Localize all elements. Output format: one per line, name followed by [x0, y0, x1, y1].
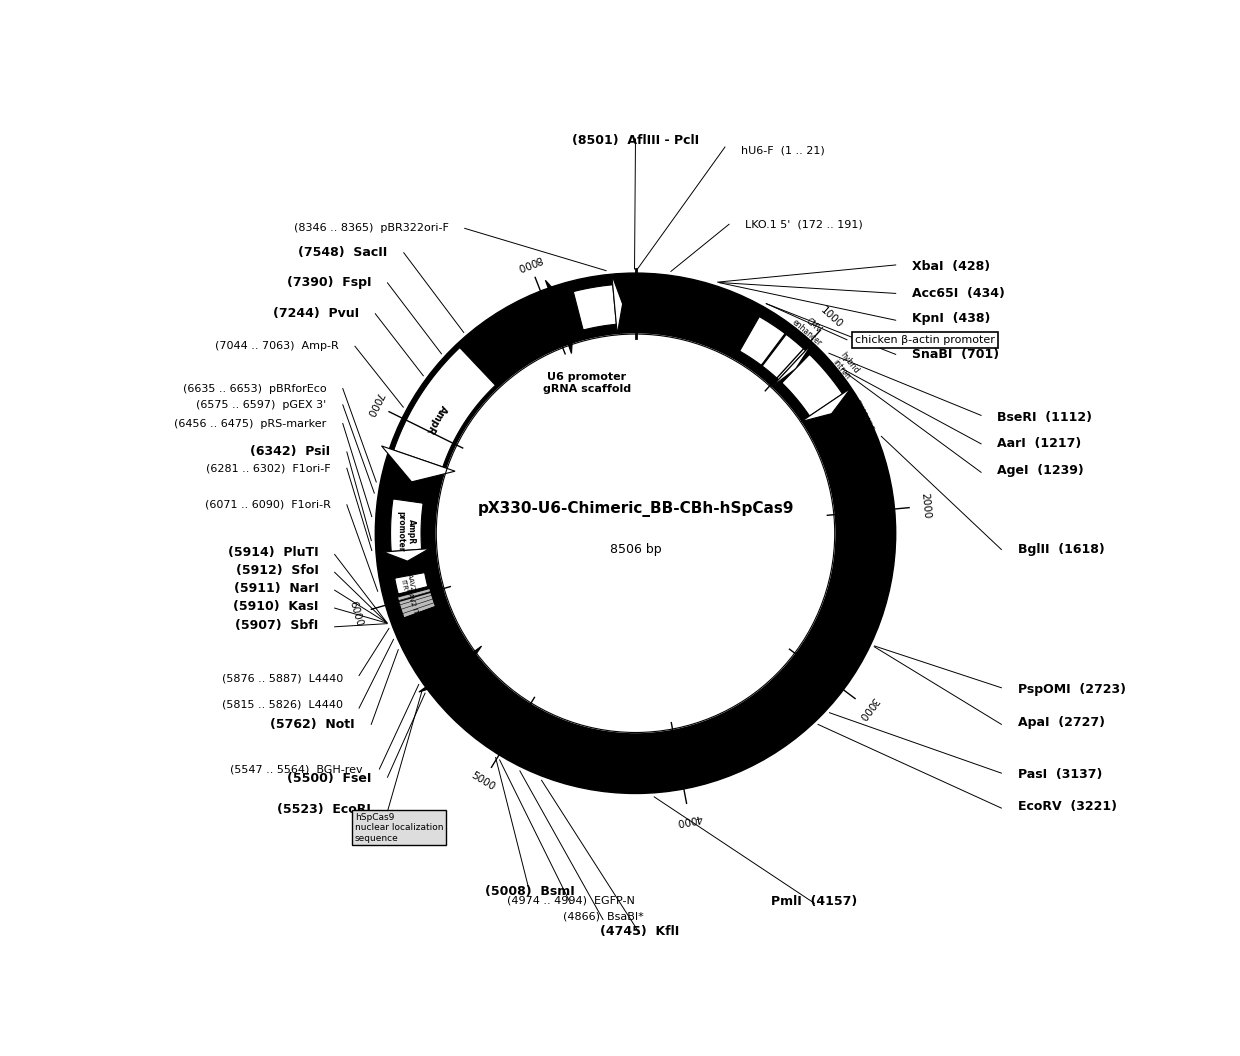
Polygon shape — [782, 355, 842, 416]
Circle shape — [436, 334, 835, 733]
Text: (5762)  NotI: (5762) NotI — [270, 718, 355, 731]
Text: (7244)  PvuI: (7244) PvuI — [273, 307, 360, 320]
Text: BGH poly(A)
signal: BGH poly(A) signal — [410, 629, 450, 679]
Text: (5815 .. 5826)  L4440: (5815 .. 5826) L4440 — [222, 700, 342, 710]
Text: (6575 .. 6597)  pGEX 3': (6575 .. 6597) pGEX 3' — [196, 400, 326, 410]
Text: XbaI  (428): XbaI (428) — [911, 260, 990, 274]
Text: (5912)  SfoI: (5912) SfoI — [236, 564, 319, 578]
Text: hybrid
intron: hybrid intron — [831, 350, 861, 381]
Text: AAV2 ITR: AAV2 ITR — [405, 588, 420, 620]
Text: (7390)  FspI: (7390) FspI — [286, 277, 371, 289]
Text: BseRI  (1112): BseRI (1112) — [997, 411, 1092, 423]
Text: (5547 .. 5564)  BGH-rev: (5547 .. 5564) BGH-rev — [231, 765, 363, 774]
Text: hU6-F  (1 .. 21): hU6-F (1 .. 21) — [742, 145, 825, 155]
Text: (5523)  EcoRI: (5523) EcoRI — [278, 804, 371, 816]
Text: 3xFLAG: 3xFLAG — [867, 432, 882, 459]
Text: LKO.1 5'  (172 .. 191): LKO.1 5' (172 .. 191) — [745, 220, 863, 229]
Text: PasI  (3137): PasI (3137) — [1018, 769, 1102, 781]
Text: 8000: 8000 — [516, 252, 543, 271]
Text: 8506 bp: 8506 bp — [610, 543, 661, 557]
Text: 3000: 3000 — [857, 695, 880, 722]
Polygon shape — [477, 293, 567, 374]
Text: (7548)  SacII: (7548) SacII — [299, 246, 387, 260]
Polygon shape — [611, 275, 622, 334]
Polygon shape — [739, 317, 785, 365]
Text: SV40 NLS: SV40 NLS — [854, 398, 875, 431]
Text: AarI  (1217): AarI (1217) — [997, 437, 1081, 450]
Text: (5911)  NarI: (5911) NarI — [233, 582, 319, 596]
Text: (6456 .. 6475)  pRS-marker: (6456 .. 6475) pRS-marker — [175, 418, 326, 429]
Text: (6342)  PsiI: (6342) PsiI — [250, 446, 331, 458]
Text: (5914)  PluTI: (5914) PluTI — [228, 546, 319, 560]
Text: AmpR
promoter: AmpR promoter — [396, 511, 415, 552]
Polygon shape — [394, 347, 496, 467]
Text: chicken β-actin promoter: chicken β-actin promoter — [856, 335, 994, 344]
Text: Acc65I  (434): Acc65I (434) — [911, 287, 1004, 300]
Polygon shape — [801, 389, 851, 421]
Text: Cas9: Cas9 — [677, 744, 713, 766]
Polygon shape — [835, 455, 873, 468]
Polygon shape — [383, 549, 429, 561]
Text: (5876 .. 5887)  L4440: (5876 .. 5887) L4440 — [222, 674, 342, 683]
Text: U6 promoter
gRNA scaffold: U6 promoter gRNA scaffold — [543, 372, 631, 394]
Text: (7044 .. 7063)  Amp-R: (7044 .. 7063) Amp-R — [215, 341, 339, 352]
Polygon shape — [622, 291, 630, 316]
Text: (6281 .. 6302)  F1ori-F: (6281 .. 6302) F1ori-F — [206, 464, 331, 473]
Text: PspOMI  (2723): PspOMI (2723) — [1018, 683, 1126, 696]
Text: PmlI  (4157): PmlI (4157) — [771, 895, 858, 908]
Polygon shape — [771, 343, 812, 386]
Text: pX330-U6-Chimeric_BB-CBh-hSpCas9: pX330-U6-Chimeric_BB-CBh-hSpCas9 — [477, 501, 794, 516]
Circle shape — [376, 274, 895, 793]
Text: 1000: 1000 — [818, 305, 844, 331]
Text: 2000: 2000 — [919, 493, 931, 520]
Text: (8346 .. 8365)  pBR322ori-F: (8346 .. 8365) pBR322ori-F — [294, 224, 449, 233]
Text: hSpCas9
nuclear localization
sequence: hSpCas9 nuclear localization sequence — [355, 813, 444, 843]
Text: AmpR: AmpR — [424, 403, 448, 436]
Text: EcoRV  (3221): EcoRV (3221) — [1018, 800, 1117, 813]
Polygon shape — [394, 572, 428, 595]
Polygon shape — [821, 409, 856, 441]
Text: (5500)  FseI: (5500) FseI — [286, 772, 371, 786]
Text: 7000: 7000 — [365, 391, 384, 418]
Text: (4745)  KflI: (4745) KflI — [600, 925, 680, 938]
Text: AgeI  (1239): AgeI (1239) — [997, 465, 1084, 477]
Text: (6635 .. 6653)  pBRforEco: (6635 .. 6653) pBRforEco — [182, 383, 326, 394]
Text: (5907)  SbfI: (5907) SbfI — [236, 619, 319, 631]
Polygon shape — [419, 646, 481, 692]
Polygon shape — [573, 285, 616, 331]
Text: BglII  (1618): BglII (1618) — [1018, 543, 1105, 557]
Polygon shape — [763, 335, 806, 380]
Polygon shape — [382, 446, 455, 482]
Text: KpnI  (438): KpnI (438) — [911, 313, 991, 325]
Polygon shape — [825, 427, 862, 445]
Polygon shape — [398, 588, 435, 618]
Text: (4866)  BsaBI*: (4866) BsaBI* — [563, 911, 644, 922]
Polygon shape — [546, 280, 574, 354]
Polygon shape — [833, 437, 867, 466]
Polygon shape — [391, 498, 423, 551]
Text: 4000: 4000 — [676, 812, 703, 827]
Text: (5910)  KasI: (5910) KasI — [233, 600, 319, 612]
Text: CMV
enhancer: CMV enhancer — [791, 310, 831, 348]
Text: (4974 .. 4994)  EGFP-N: (4974 .. 4994) EGFP-N — [506, 895, 635, 905]
Text: AAV2
ITR: AAV2 ITR — [399, 573, 415, 595]
Text: (6071 .. 6090)  F1ori-R: (6071 .. 6090) F1ori-R — [205, 499, 331, 510]
Text: SnaBI  (701): SnaBI (701) — [911, 347, 999, 361]
Text: (8501)  AflIII - PclI: (8501) AflIII - PclI — [572, 134, 699, 147]
Polygon shape — [397, 607, 471, 684]
Text: 6000: 6000 — [347, 600, 365, 627]
Text: (5008)  BsmI: (5008) BsmI — [485, 885, 574, 898]
Text: ApaI  (2727): ApaI (2727) — [1018, 716, 1105, 730]
Text: 5000: 5000 — [469, 770, 497, 792]
